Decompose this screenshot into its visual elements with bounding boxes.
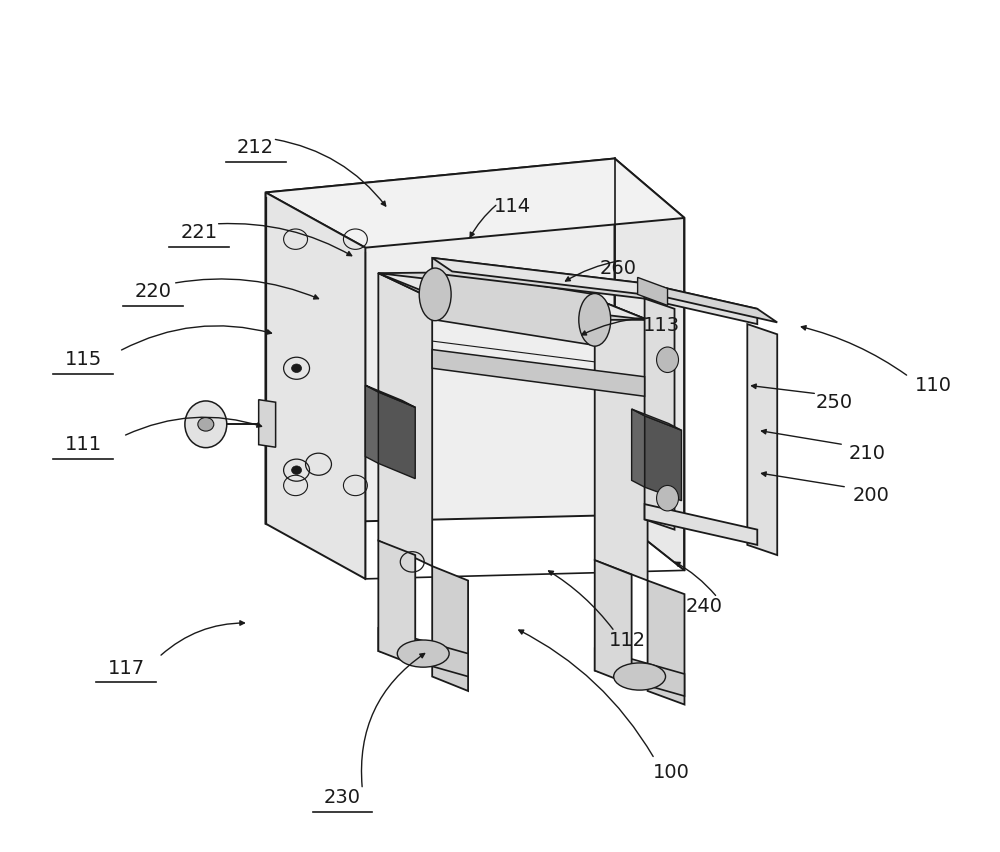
Polygon shape — [632, 409, 645, 487]
Text: 212: 212 — [237, 138, 274, 157]
Polygon shape — [432, 258, 645, 298]
Polygon shape — [378, 392, 415, 479]
Polygon shape — [378, 541, 415, 665]
Polygon shape — [645, 298, 675, 530]
Text: 250: 250 — [816, 393, 853, 412]
Circle shape — [198, 417, 214, 431]
Ellipse shape — [397, 640, 449, 667]
Polygon shape — [645, 284, 757, 324]
Text: 112: 112 — [609, 630, 646, 649]
Text: 240: 240 — [686, 596, 723, 615]
Polygon shape — [378, 273, 648, 320]
Polygon shape — [595, 298, 648, 580]
Text: 114: 114 — [493, 198, 531, 216]
Polygon shape — [648, 580, 684, 705]
Polygon shape — [747, 324, 777, 556]
Polygon shape — [378, 273, 432, 566]
Ellipse shape — [614, 663, 666, 690]
Polygon shape — [645, 416, 681, 501]
Polygon shape — [365, 385, 415, 407]
Text: 220: 220 — [134, 282, 171, 302]
Polygon shape — [432, 566, 468, 691]
Ellipse shape — [657, 347, 679, 372]
Polygon shape — [259, 400, 276, 447]
Polygon shape — [638, 278, 668, 305]
Polygon shape — [432, 298, 648, 320]
Circle shape — [292, 466, 302, 475]
Text: 117: 117 — [107, 659, 145, 677]
Text: 210: 210 — [848, 444, 885, 463]
Ellipse shape — [579, 294, 611, 346]
Ellipse shape — [657, 486, 679, 511]
Circle shape — [292, 364, 302, 372]
Polygon shape — [365, 385, 378, 463]
Text: 115: 115 — [65, 350, 102, 369]
Polygon shape — [432, 258, 665, 296]
Text: 113: 113 — [643, 316, 680, 336]
Text: 230: 230 — [324, 788, 361, 808]
Polygon shape — [266, 158, 684, 248]
Text: 110: 110 — [915, 376, 952, 394]
Text: 200: 200 — [853, 486, 889, 505]
Polygon shape — [266, 158, 615, 524]
Ellipse shape — [185, 401, 227, 447]
Polygon shape — [595, 560, 632, 685]
Text: 100: 100 — [653, 763, 690, 782]
Text: 260: 260 — [599, 259, 636, 279]
Polygon shape — [632, 409, 681, 430]
Polygon shape — [432, 349, 645, 396]
Polygon shape — [645, 284, 777, 322]
Polygon shape — [615, 158, 684, 570]
Polygon shape — [378, 272, 595, 298]
Polygon shape — [645, 504, 757, 545]
Polygon shape — [595, 648, 684, 696]
Ellipse shape — [419, 268, 451, 320]
Polygon shape — [378, 628, 468, 676]
Text: 111: 111 — [65, 435, 102, 454]
Polygon shape — [266, 193, 365, 579]
Text: 221: 221 — [180, 223, 217, 242]
Polygon shape — [435, 269, 595, 345]
